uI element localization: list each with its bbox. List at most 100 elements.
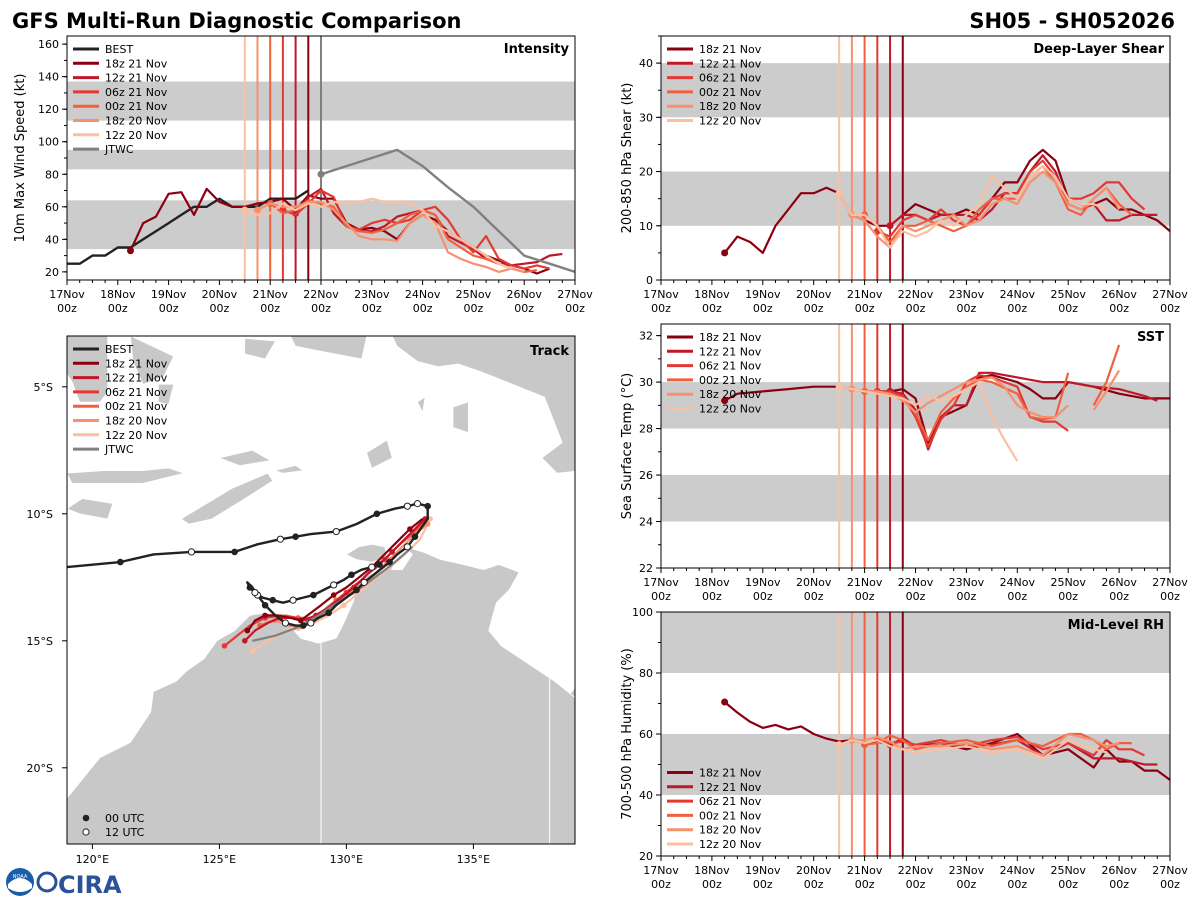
- land-new-guinea: [391, 336, 575, 474]
- track-marker-12utc: [289, 596, 297, 604]
- shear-xtick-label: 23Nov: [949, 288, 985, 301]
- sst-xtick-label: 17Nov: [643, 576, 679, 589]
- land-sulawesi-se: [130, 336, 175, 385]
- track-run-marker: [221, 643, 228, 649]
- track-legend-00utc-marker: [82, 814, 90, 822]
- sst-xtick-sublabel: 00z: [702, 590, 722, 603]
- shear-xtick-label: 19Nov: [745, 288, 781, 301]
- figure-title-right: SH05 - SH052026: [969, 9, 1175, 33]
- track-legend-label: 18z 20 Nov: [105, 415, 168, 428]
- track-run-marker: [407, 526, 413, 532]
- sst-ytick-label: 24: [639, 516, 653, 529]
- land-sumba: [67, 498, 114, 520]
- shear-xtick-label: 27Nov: [1152, 288, 1188, 301]
- intensity-init-point: [241, 206, 249, 214]
- track-axes-frame: [66, 335, 576, 845]
- track-marker-12utc: [251, 588, 259, 597]
- shear-ytick-label: 0: [646, 274, 653, 287]
- track-marker-00utc: [269, 596, 277, 604]
- intensity-ytick-label: 140: [38, 71, 59, 84]
- intensity-ylabel: 10m Max Wind Speed (kt): [13, 74, 28, 243]
- intensity-panel: 2040608010012014016017Nov00z18Nov00z19No…: [13, 35, 593, 315]
- track-marker-12utc: [368, 563, 376, 571]
- intensity-series-line: [256, 200, 525, 273]
- track-marker-00utc: [353, 586, 360, 594]
- land-sulawesi: [67, 336, 108, 403]
- track-line: [252, 545, 414, 642]
- track-legend-00utc-label: 00 UTC: [105, 812, 145, 825]
- shear-series-line: [838, 165, 1107, 249]
- track-marker-12utc: [403, 543, 411, 551]
- shear-init-point: [721, 249, 729, 257]
- rh-xtick-sublabel: 00z: [753, 878, 773, 891]
- rh-legend-label: 18z 20 Nov: [699, 824, 762, 837]
- intensity-init-point: [127, 247, 134, 255]
- intensity-xtick-label: 27Nov: [557, 288, 593, 301]
- intensity-xtick-sublabel: 00z: [260, 302, 280, 315]
- track-run-marker: [244, 627, 251, 634]
- track-marker-12utc: [307, 619, 315, 627]
- intensity-init-point: [317, 170, 325, 178]
- sst-legend-label: 12z 21 Nov: [699, 345, 762, 358]
- intensity-ytick-label: 120: [38, 103, 59, 116]
- rh-ytick-label: 20: [639, 850, 653, 863]
- track-line: [244, 518, 426, 642]
- sst-xtick-label: 27Nov: [1152, 576, 1188, 589]
- shear-ytick-label: 30: [639, 111, 653, 124]
- intensity-xtick-label: 21Nov: [252, 288, 288, 301]
- sst-legend-label: 18z 21 Nov: [699, 331, 762, 344]
- track-marker-00utc: [376, 561, 383, 568]
- rh-xtick-sublabel: 00z: [1058, 878, 1078, 891]
- shear-panel: 01020304017Nov00z18Nov00z19Nov00z20Nov00…: [620, 35, 1188, 315]
- shear-shade-band: [661, 63, 1170, 118]
- sst-xtick-sublabel: 00z: [1058, 590, 1078, 603]
- intensity-series-line: [67, 189, 309, 265]
- shear-xtick-sublabel: 00z: [753, 302, 773, 315]
- land-buru: [244, 338, 276, 360]
- shear-ytick-label: 40: [639, 57, 653, 70]
- noaa-logo-text: NOAA: [13, 874, 28, 880]
- track-marker-00utc: [117, 558, 124, 566]
- track-legend-label: 12z 20 Nov: [105, 429, 168, 442]
- rh-xtick-label: 18Nov: [694, 864, 730, 877]
- intensity-xtick-sublabel: 00z: [311, 302, 331, 315]
- intensity-xtick-sublabel: 00z: [108, 302, 128, 315]
- sst-xtick-sublabel: 00z: [906, 590, 926, 603]
- sst-series-group: [721, 344, 1170, 462]
- track-line: [67, 502, 429, 627]
- track-marker-12utc: [332, 527, 340, 536]
- sst-ytick-label: 22: [639, 562, 653, 575]
- track-marker-00utc: [310, 591, 317, 599]
- track-xtick-label: 120°E: [76, 853, 109, 866]
- track-line: [246, 518, 424, 632]
- sst-xtick-sublabel: 00z: [804, 590, 824, 603]
- sst-panel: 22242628303217Nov00z18Nov00z19Nov00z20No…: [620, 323, 1188, 603]
- track-legend-label: 06z 21 Nov: [105, 386, 168, 399]
- track-ytick-label: 15°S: [27, 635, 53, 648]
- sst-xtick-sublabel: 00z: [651, 590, 671, 603]
- intensity-legend-label: 18z 20 Nov: [105, 115, 168, 128]
- rh-xtick-label: 21Nov: [847, 864, 883, 877]
- rh-xtick-label: 24Nov: [1000, 864, 1036, 877]
- track-run-marker: [262, 612, 268, 619]
- rh-xtick-sublabel: 00z: [651, 878, 671, 891]
- rh-ylabel: 700-500 hPa Humidity (%): [620, 648, 635, 820]
- rh-legend-label: 12z 20 Nov: [699, 838, 762, 851]
- sst-legend-label: 06z 21 Nov: [699, 360, 762, 373]
- sst-ytick-label: 32: [639, 330, 653, 343]
- track-marker-00utc: [299, 622, 307, 629]
- shear-title: Deep-Layer Shear: [1033, 42, 1164, 57]
- shear-xtick-label: 22Nov: [898, 288, 934, 301]
- track-marker-00utc: [386, 558, 393, 566]
- rh-xtick-sublabel: 00z: [1109, 878, 1129, 891]
- intensity-xtick-label: 26Nov: [506, 288, 542, 301]
- track-run-marker: [249, 648, 256, 654]
- rh-title: Mid-Level RH: [1068, 618, 1164, 633]
- rh-shade-band: [661, 612, 1170, 673]
- track-marker-12utc: [187, 548, 196, 556]
- sst-series-line: [851, 369, 1121, 419]
- track-marker-00utc: [373, 510, 381, 518]
- track-marker-00utc: [231, 548, 238, 556]
